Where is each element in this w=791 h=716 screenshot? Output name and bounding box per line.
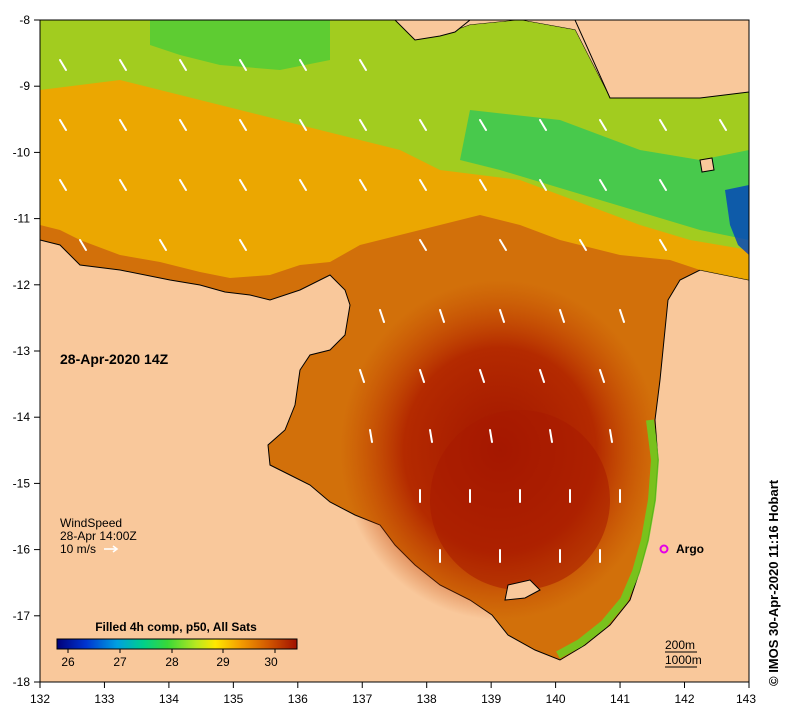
y-tick-label: -8	[19, 13, 30, 27]
x-tick-label: 137	[352, 692, 372, 706]
wind-time: 28-Apr 14:00Z	[60, 529, 137, 543]
ocean-cool-streaks	[40, 20, 749, 250]
colorbar-tick: 30	[264, 655, 278, 669]
wind-scale-arrow-icon	[104, 545, 119, 553]
x-tick-label: 134	[159, 692, 179, 706]
y-tick-label: -9	[19, 79, 30, 93]
x-tick-label: 135	[223, 692, 243, 706]
ocean-cold-spot	[725, 185, 749, 255]
x-tick-label: 141	[610, 692, 630, 706]
x-tick-label: 139	[481, 692, 501, 706]
wind-scale: 10 m/s	[60, 542, 96, 556]
wind-arrows	[59, 59, 727, 563]
colorbar-tick: 26	[61, 655, 75, 669]
y-tick-label: -10	[13, 145, 31, 159]
island-sandbank	[504, 579, 541, 601]
ocean-green-nw	[150, 20, 330, 70]
x-tick-label: 133	[94, 692, 114, 706]
colorbar-tick: 28	[165, 655, 179, 669]
y-tick-label: -11	[14, 212, 31, 226]
colorbar-title: Filled 4h comp, p50, All Sats	[95, 620, 257, 634]
map-timestamp: 28-Apr-2020 14Z	[60, 351, 169, 367]
y-tick-label: -17	[13, 609, 31, 623]
wind-legend: WindSpeed 28-Apr 14:00Z 10 m/s	[60, 516, 137, 556]
x-tick-label: 143	[736, 692, 756, 706]
credit-text: © IMOS 30-Apr-2020 11:16 Hobart	[766, 479, 781, 686]
island-north	[394, 20, 471, 41]
argo-marker[interactable]: Argo	[659, 542, 705, 556]
isobath-legend: 200m 1000m	[665, 638, 702, 668]
y-tick-label: -12	[13, 278, 31, 292]
y-axis: -8 -9 -10 -11 -12 -13 -14 -15 -16 -17 -1…	[13, 13, 40, 689]
x-tick-label: 142	[674, 692, 694, 706]
x-tick-label: 138	[417, 692, 437, 706]
x-axis: 132 133 134 135 136 137 138 139 140 141 …	[30, 682, 756, 706]
island-east-1	[699, 157, 715, 173]
isobath-label: 1000m	[665, 653, 702, 667]
argo-label: Argo	[676, 542, 704, 556]
y-tick-label: -13	[13, 344, 31, 358]
y-tick-label: -14	[13, 410, 31, 424]
colorbar: Filled 4h comp, p50, All Sats 26 27 28 2…	[56, 620, 298, 669]
y-tick-label: -16	[13, 543, 31, 557]
colorbar-tick: 29	[216, 655, 230, 669]
coastal-fringe	[556, 419, 660, 659]
y-tick-label: -15	[13, 476, 31, 490]
x-tick-label: 132	[30, 692, 50, 706]
colorbar-tick: 27	[113, 655, 127, 669]
wind-label: WindSpeed	[60, 516, 122, 530]
y-tick-label: -18	[13, 675, 31, 689]
island-ne	[574, 20, 749, 99]
argo-float-icon	[659, 544, 669, 554]
colorbar-gradient	[56, 638, 298, 650]
x-tick-label: 140	[546, 692, 566, 706]
isobath-label: 200m	[665, 638, 695, 652]
x-tick-label: 136	[288, 692, 308, 706]
ocean-green-patch	[460, 110, 749, 240]
